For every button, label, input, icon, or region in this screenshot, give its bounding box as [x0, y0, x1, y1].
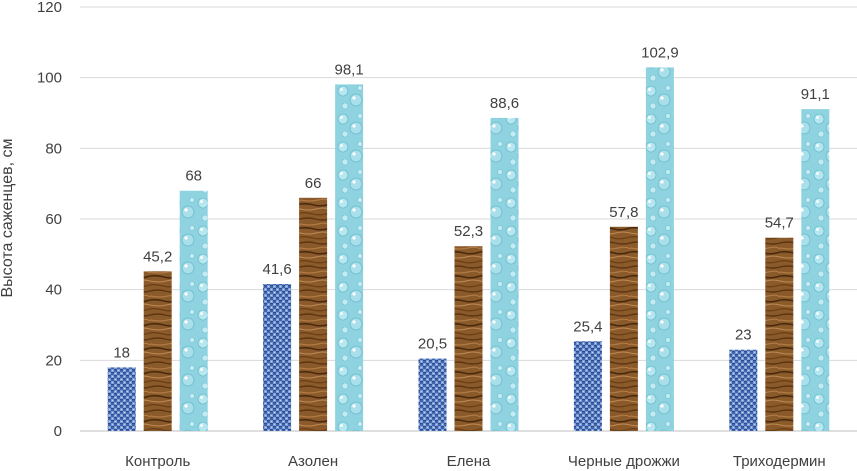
data-labels: 18 45,2 68 41,6 66 98,1 20,5 52,3 88,6 25,4 57,8 10… [113, 44, 830, 361]
x-category-label: Контроль [125, 453, 190, 470]
data-label: 52,3 [454, 223, 483, 240]
bar-series-3-4 [801, 109, 830, 431]
bar-series-1-1 [263, 284, 292, 431]
y-tick-label: 40 [45, 282, 62, 299]
bar-series-3-3 [645, 67, 674, 432]
data-label: 20,5 [418, 336, 447, 353]
bar-series-2-4 [765, 237, 794, 431]
data-label: 102,9 [641, 44, 679, 61]
data-label: 54,7 [765, 215, 794, 232]
x-category-label: Елена [447, 453, 491, 470]
bar-series-1-3 [573, 341, 602, 431]
x-category-label: Черные дрожжи [568, 453, 680, 470]
x-axis-categories: Контроль Азолен Елена Черные дрожжи Триходер… [125, 453, 826, 470]
data-label: 98,1 [334, 61, 363, 78]
data-label: 66 [305, 175, 322, 192]
bar-series-1-2 [418, 358, 447, 431]
bar-series-2-3 [609, 226, 638, 431]
data-label: 45,2 [143, 248, 172, 265]
bar-series-3-0 [179, 190, 208, 431]
y-tick-label: 0 [54, 423, 62, 440]
bar-series-2-0 [143, 271, 172, 431]
data-label: 88,6 [490, 95, 519, 112]
data-label: 68 [185, 168, 202, 185]
bar-series-3-1 [335, 84, 364, 431]
data-label: 57,8 [609, 204, 638, 221]
bar-series-3-2 [490, 117, 519, 432]
data-label: 91,1 [801, 86, 830, 103]
bar-series-2-2 [454, 246, 483, 431]
x-category-label: Триходермин [733, 453, 826, 470]
y-axis-label: Высота саженцев, см [0, 139, 16, 298]
bar-series-1-4 [729, 349, 758, 431]
bar-series-2-1 [299, 197, 328, 431]
bars [107, 67, 830, 432]
data-label: 23 [735, 327, 752, 344]
bar-series-1-0 [107, 367, 136, 431]
data-label: 18 [113, 344, 130, 361]
y-tick-label: 80 [45, 140, 62, 157]
data-label: 41,6 [262, 261, 291, 278]
y-tick-label: 60 [45, 211, 62, 228]
y-tick-label: 120 [37, 0, 62, 16]
x-category-label: Азолен [288, 453, 338, 470]
y-tick-label: 20 [45, 352, 62, 369]
data-label: 25,4 [573, 318, 602, 335]
y-tick-label: 100 [37, 70, 62, 87]
y-axis-ticks: 0 20 40 60 80 100 120 [37, 0, 62, 440]
